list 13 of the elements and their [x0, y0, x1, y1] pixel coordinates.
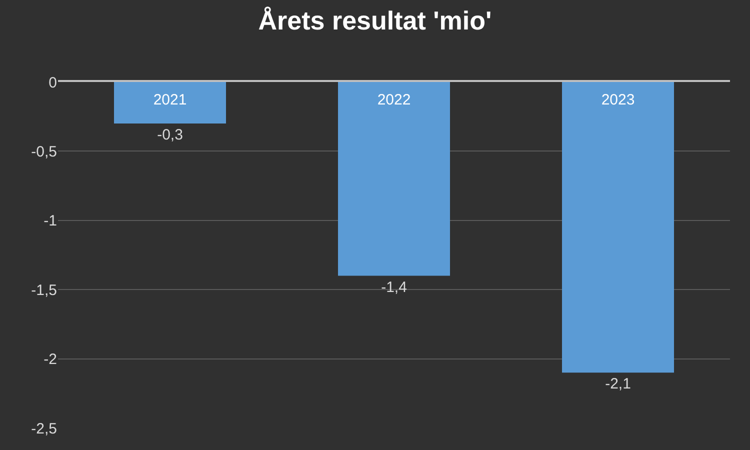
- x-tick-label: 2022: [377, 91, 411, 108]
- chart-title: Årets resultat 'mio': [258, 5, 492, 36]
- x-tick-label: 2023: [601, 91, 635, 108]
- x-tick-label: 2021: [153, 91, 187, 108]
- y-tick-label: -2,5: [31, 420, 57, 438]
- y-tick-label: -1: [44, 212, 57, 230]
- data-label: -2,1: [605, 376, 631, 393]
- data-label: -0,3: [157, 126, 183, 144]
- data-label: -1,4: [381, 278, 407, 296]
- y-tick-label: 0: [48, 74, 57, 92]
- y-tick-label: -0,5: [31, 143, 57, 160]
- y-tick-label: -2: [44, 351, 57, 368]
- y-tick-label: -1,5: [31, 282, 57, 299]
